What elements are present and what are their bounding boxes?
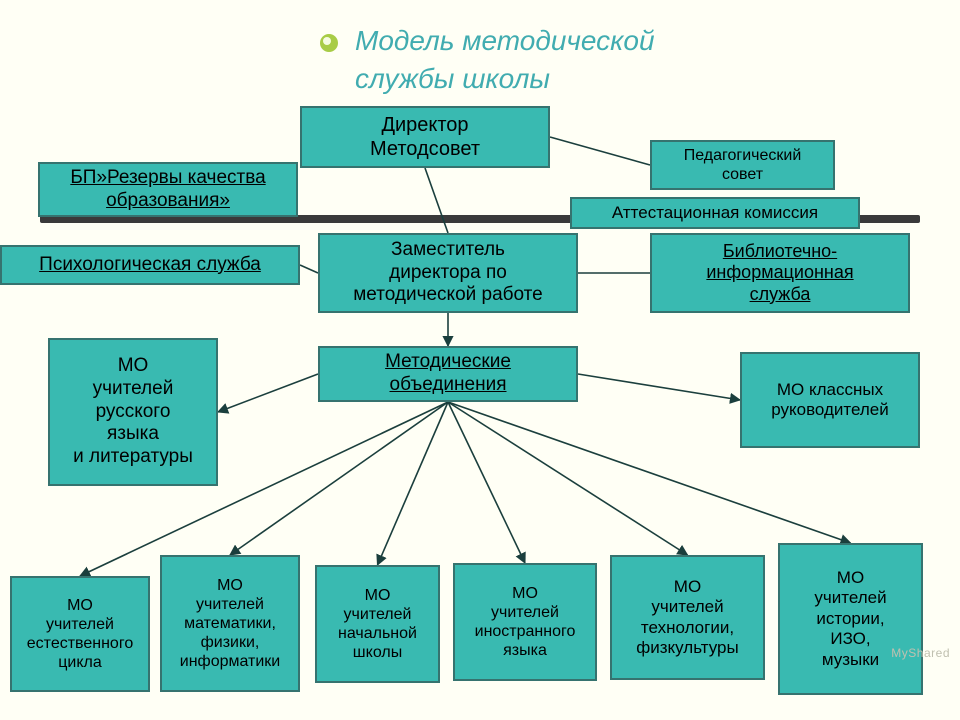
node-mo_klass: МО классныхруководителей [740,352,920,448]
node-label: Аттестационная комиссия [612,203,818,223]
node-mo_math: МОучителейматематики,физики,информатики [160,555,300,692]
node-label: МОучителейрусскогоязыкаи литературы [73,355,193,469]
node-mo_nach: МОучителейначальнойшколы [315,565,440,683]
node-mo_obj: Методическиеобъединения [318,346,578,402]
node-attest: Аттестационная комиссия [570,197,860,229]
diagram-stage: ДиректорМетодсовет Педагогическийсовет БП»… [0,0,960,720]
node-library: Библиотечно-информационнаяслужба [650,233,910,313]
node-mo_est: МОучителейестественногоцикла [10,576,150,692]
node-zam: Заместительдиректора пометодической рабо… [318,233,578,313]
node-label: Заместительдиректора пометодической рабо… [353,239,543,307]
node-label: МОучителейестественногоцикла [27,596,133,673]
node-bp: БП»Резервы качестваобразования» [38,162,298,217]
node-mo_tech: МОучителейтехнологии,физкультуры [610,555,765,680]
node-label: МОучителейначальнойшколы [338,586,417,663]
node-label: Методическиеобъединения [385,351,511,397]
node-mo_rus: МОучителейрусскогоязыкаи литературы [48,338,218,486]
node-mo_inostr: МОучителейиностранногоязыка [453,563,597,681]
node-director: ДиректорМетодсовет [300,106,550,168]
node-label: БП»Резервы качестваобразования» [70,167,265,213]
node-psych: Психологическая служба [0,245,300,285]
node-label: ДиректорМетодсовет [370,113,480,161]
watermark: MyShared [891,646,950,660]
node-label: Педагогическийсовет [684,146,802,184]
node-label: МОучителейистории,ИЗО,музыки [814,568,886,670]
node-label: МОучителейтехнологии,физкультуры [636,577,738,659]
node-label: Библиотечно-информационнаяслужба [706,241,853,306]
node-label: МО классныхруководителей [771,380,889,421]
node-pedsovet: Педагогическийсовет [650,140,835,190]
node-mo_hist: МОучителейистории,ИЗО,музыки [778,543,923,695]
node-label: МОучителейматематики,физики,информатики [180,576,280,672]
node-label: Психологическая служба [39,254,261,277]
node-label: МОучителейиностранногоязыка [475,584,576,661]
